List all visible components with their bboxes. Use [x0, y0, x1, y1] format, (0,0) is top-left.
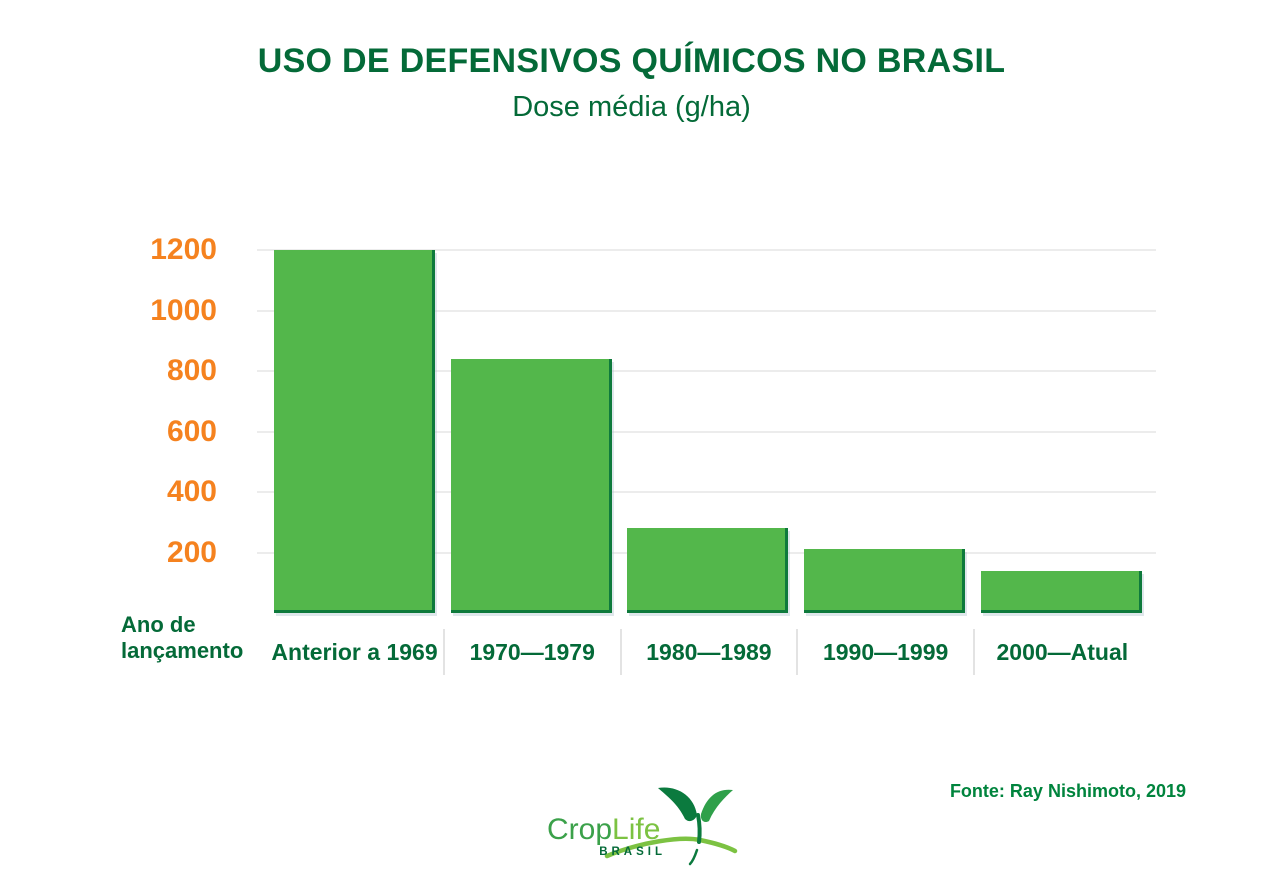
logo-wordmark: CropLife BRASIL — [547, 815, 667, 859]
bar — [274, 250, 436, 613]
category-label: 1970—1979 — [442, 629, 620, 675]
y-tick-label: 400 — [166, 475, 217, 508]
y-tick-label: 600 — [166, 414, 217, 448]
logo-word-brasil: BRASIL — [599, 846, 666, 858]
source-note: Fonte: Ray Nishimoto, 2019 — [949, 781, 1186, 801]
y-tick-label: 1000 — [150, 293, 217, 327]
chart-subtitle: Dose média (g/ha) — [512, 91, 751, 123]
bar — [804, 549, 966, 613]
bar — [980, 570, 1142, 613]
gridline — [257, 249, 1156, 251]
chart-title: USO DE DEFENSIVOS QUÍMICOS NO BRASIL — [257, 42, 1006, 80]
x-axis-title: Ano de lançamento — [121, 612, 244, 663]
y-tick-label: 1200 — [150, 233, 217, 266]
gridline — [257, 309, 1156, 312]
gridline — [257, 430, 1156, 433]
category-label: 1990—1999 — [796, 629, 973, 675]
gridline — [257, 491, 1156, 493]
bar — [627, 528, 789, 613]
bar — [450, 358, 612, 613]
y-tick-label: 800 — [166, 354, 217, 387]
category-label: 1980—1989 — [619, 629, 797, 675]
gridline — [257, 370, 1156, 372]
logo-word-life: Life — [612, 813, 661, 846]
category-label: Anterior a 1969 — [271, 638, 438, 665]
category-label: 2000—Atual — [973, 629, 1150, 675]
sprout-icon — [604, 787, 738, 866]
y-tick-label: 200 — [166, 535, 217, 569]
logo-word-crop: Crop — [547, 813, 613, 846]
